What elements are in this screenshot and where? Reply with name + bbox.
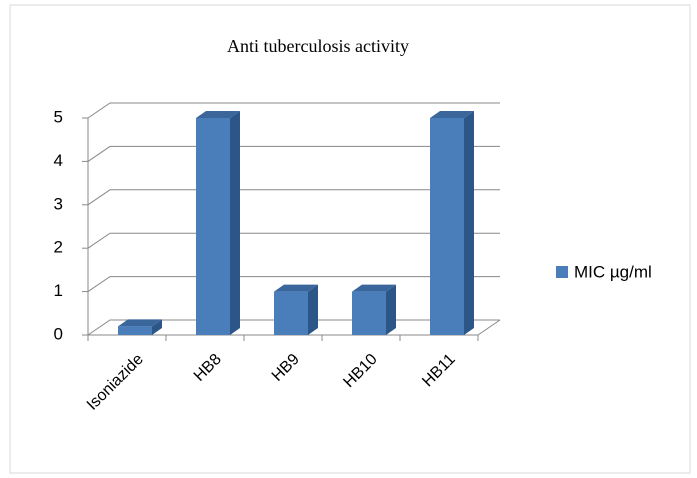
y-tick-label: 4 <box>54 151 63 170</box>
grid-line <box>87 145 500 162</box>
legend-label: MIC µg/ml <box>574 262 652 281</box>
grid-line <box>87 232 500 249</box>
y-tick-label: 3 <box>54 194 63 213</box>
bar-top <box>430 111 474 118</box>
bar <box>196 118 230 335</box>
floor-edge <box>477 319 501 336</box>
bar-side <box>152 319 162 335</box>
chart-frame <box>9 4 691 474</box>
bar-side <box>308 284 318 335</box>
bar-side <box>464 111 474 335</box>
bar-top <box>352 284 396 292</box>
bar <box>274 291 308 335</box>
bar-top <box>118 319 162 327</box>
bar-top <box>196 111 240 118</box>
bar-side <box>230 111 240 335</box>
bar <box>118 326 152 335</box>
bar-side <box>386 284 396 335</box>
y-tick-label: 2 <box>54 238 63 257</box>
bar-top <box>274 284 318 292</box>
y-tick-label: 5 <box>54 107 63 126</box>
bar <box>430 118 464 335</box>
y-tick-label: 0 <box>54 324 63 343</box>
y-tick-label: 1 <box>54 281 63 300</box>
grid-line <box>87 102 500 119</box>
grid-line <box>87 276 500 293</box>
grid-line <box>87 189 500 206</box>
bar <box>352 291 386 335</box>
legend-swatch <box>556 266 568 278</box>
chart-title: Anti tuberculosis activity <box>227 36 409 56</box>
